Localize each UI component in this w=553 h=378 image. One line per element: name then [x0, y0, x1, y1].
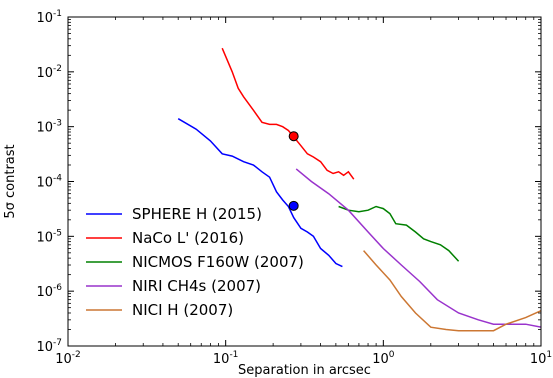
- plot-marks: [177, 47, 541, 332]
- y-tick-label: 10-5: [36, 228, 62, 245]
- point-marker-1: [288, 131, 299, 142]
- y-axis-label: 5σ contrast: [3, 144, 18, 218]
- series-line-1: [177, 118, 343, 268]
- y-tick-label: 10-4: [36, 174, 62, 191]
- legend-label-3: NICMOS F160W (2007): [132, 253, 304, 271]
- legend-label-1: SPHERE H (2015): [132, 205, 262, 223]
- y-tick-label: 10-3: [36, 119, 62, 136]
- x-axis-label: Separation in arcsec: [238, 363, 371, 378]
- y-tick-label: 10-6: [36, 283, 62, 300]
- x-tick-label: 10-2: [55, 350, 81, 367]
- legend-label-5: NICI H (2007): [132, 301, 233, 319]
- series-line-5: [363, 250, 541, 332]
- series-line-2: [221, 47, 355, 180]
- x-tick-label: 100: [372, 350, 395, 367]
- series-line-3: [338, 205, 460, 262]
- y-tick-label: 10-7: [36, 338, 62, 355]
- y-tick-label: 10-1: [36, 9, 62, 26]
- legend-label-2: NaCo L' (2016): [132, 229, 244, 247]
- x-tick-label: 10-1: [213, 350, 239, 367]
- y-tick-label: 10-2: [36, 64, 62, 81]
- series-line-4: [295, 168, 541, 328]
- legend-label-4: NIRI CH4s (2007): [132, 277, 261, 295]
- legend: SPHERE H (2015) NaCo L' (2016) NICMOS F160…: [86, 205, 304, 319]
- plot-frame: [67, 16, 542, 347]
- axes: 10-2 10-1 100 101 10-7 10-6 10-5 10-4 10-3 10-2 10…: [36, 9, 552, 367]
- point-marker-2: [288, 200, 299, 211]
- x-tick-label: 101: [530, 350, 552, 367]
